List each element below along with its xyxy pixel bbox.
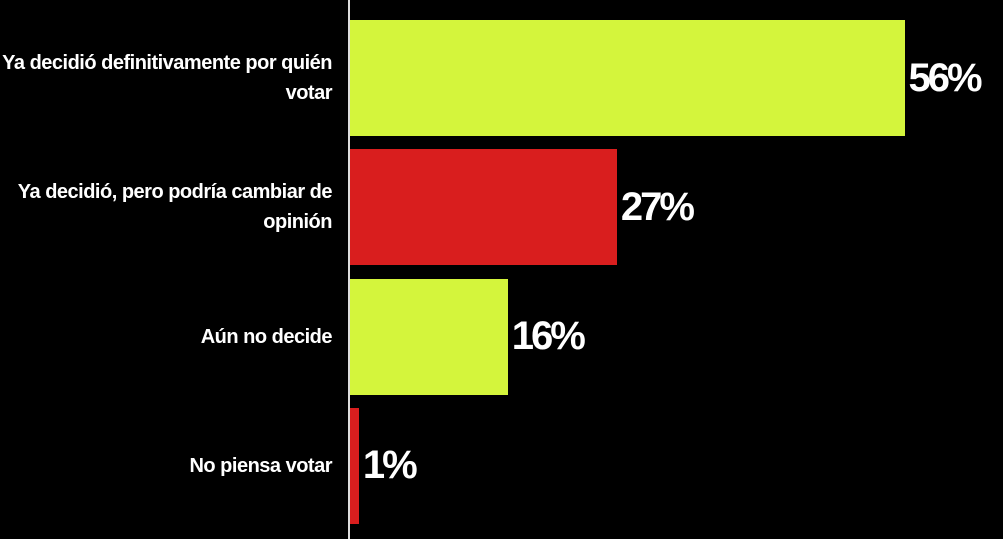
value-label: 56% [908,55,983,100]
bar [349,407,359,524]
bar [349,149,617,266]
category-label: Ya decidió definitivamente por quién vot… [2,52,332,104]
category-label: Aún no decide [200,325,333,348]
value-label: 16% [511,314,586,359]
value-label: 1% [362,443,418,488]
bar [349,20,905,136]
value-label: 27% [620,184,695,229]
axis-line [348,0,350,539]
bar [349,278,508,395]
category-label: No piensa votar [189,454,332,477]
category-label: Ya decidió, pero podría cambiar de opini… [17,181,333,234]
